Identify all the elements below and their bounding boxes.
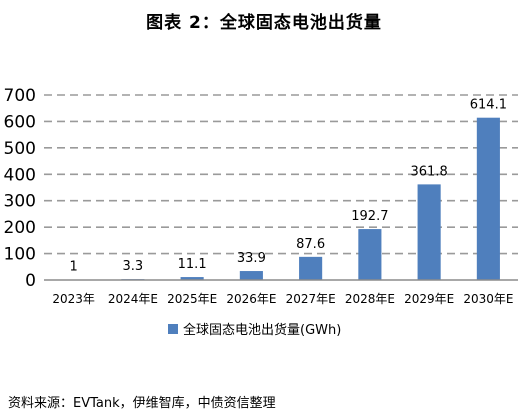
y-tick-label: 400 [4, 165, 36, 185]
legend-label: 全球固态电池出货量(GWh) [183, 322, 341, 338]
x-tick-label: 2027年E [286, 292, 336, 306]
x-tick-label: 2023年 [52, 292, 95, 306]
data-label: 11.1 [178, 257, 207, 272]
x-tick-label: 2029年E [404, 292, 454, 306]
y-tick-label: 300 [4, 192, 36, 212]
y-tick-label: 500 [4, 139, 36, 159]
x-tick-label: 2026年E [226, 292, 276, 306]
x-tick-label: 2025年E [167, 292, 217, 306]
x-tick-label: 2024年E [108, 292, 158, 306]
y-axis-ticks: 0 100 200 300 400 500 600 700 [4, 86, 36, 291]
bar [358, 229, 382, 280]
legend: 全球固态电池出货量(GWh) [168, 322, 341, 338]
x-axis: 2023年 2024年E 2025年E 2026年E 2027年E 2028年E 2029年… [44, 279, 518, 306]
data-label: 614.1 [470, 98, 507, 113]
data-label: 33.9 [237, 251, 266, 266]
data-label: 1 [69, 260, 77, 275]
y-tick-label: 0 [25, 271, 36, 291]
y-tick-label: 600 [4, 112, 36, 132]
data-labels: 1 3.3 11.1 33.9 87.6 192.7 361.8 614.1 [69, 98, 507, 275]
x-tick-label: 2028年E [345, 292, 395, 306]
source-note: 资料来源：EVTank，伊维智库，中债资信整理 [8, 396, 276, 411]
data-label: 361.8 [411, 164, 448, 179]
legend-swatch [168, 324, 178, 334]
y-tick-label: 200 [4, 218, 36, 238]
bar [180, 277, 204, 280]
x-tick-label: 2030年E [463, 292, 513, 306]
data-label: 192.7 [351, 209, 388, 224]
bars [62, 117, 500, 281]
bar [299, 256, 323, 280]
bar [476, 117, 500, 280]
data-label: 87.6 [296, 237, 325, 252]
y-tick-label: 700 [4, 86, 36, 106]
data-label: 3.3 [123, 259, 144, 274]
chart-title: 图表 2：全球固态电池出货量 [146, 13, 382, 33]
bar [417, 184, 441, 280]
y-tick-label: 100 [4, 245, 36, 265]
bar [239, 271, 263, 280]
